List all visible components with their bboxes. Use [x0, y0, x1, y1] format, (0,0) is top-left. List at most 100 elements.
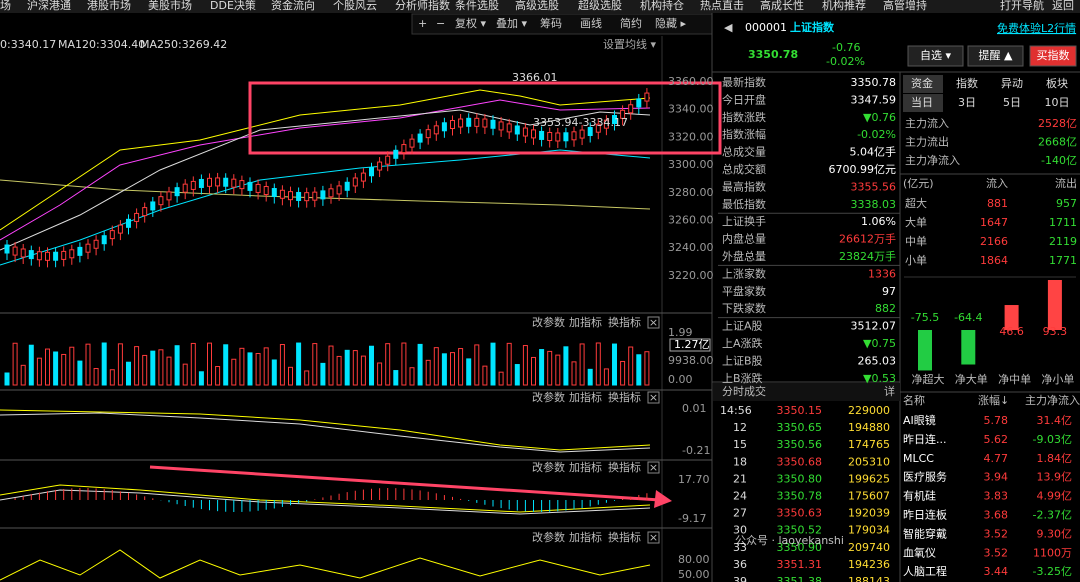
menu-item[interactable]: 个股风云	[333, 0, 377, 12]
menu-item[interactable]: 高成长性	[760, 0, 804, 12]
period-tab[interactable]: 5日	[1003, 96, 1021, 109]
menu-item[interactable]: 场	[0, 0, 11, 12]
menu-item[interactable]: DDE决策	[210, 0, 256, 12]
button-label[interactable]: 提醒 ▲	[979, 49, 1013, 62]
panel-tool[interactable]: ×	[649, 391, 658, 404]
trade-time: 33	[733, 541, 747, 554]
close-box[interactable]	[647, 316, 660, 329]
sector-name[interactable]: AI眼镜	[903, 413, 936, 427]
menu-item[interactable]: 机构推荐	[822, 0, 866, 12]
toolbar-button[interactable]: −	[436, 17, 445, 30]
menu-item[interactable]: 返回	[1052, 0, 1074, 12]
candle	[117, 224, 123, 234]
volume-bar	[12, 342, 18, 386]
menu-item[interactable]: 分析师指数	[395, 0, 450, 12]
trades-detail[interactable]: 详	[884, 384, 895, 398]
candle	[288, 191, 293, 201]
tab[interactable]: 板块	[1046, 76, 1068, 90]
trade-price: 3350.15	[777, 404, 823, 417]
panel-tool[interactable]: 改参数	[532, 315, 565, 329]
l2-link[interactable]: 免费体验L2行情	[997, 21, 1076, 35]
panel-tool[interactable]: 改参数	[532, 390, 565, 404]
panel-tool[interactable]: 换指标	[608, 530, 641, 544]
tab[interactable]: 资金	[911, 76, 933, 90]
fund-value: -140亿	[1041, 154, 1077, 167]
sector-name[interactable]: 智能穿戴	[903, 526, 947, 540]
trade-time: 27	[733, 507, 747, 520]
menu-item[interactable]: 港股市场	[87, 0, 131, 12]
panel-tool[interactable]: 改参数	[532, 530, 565, 544]
toolbar-button[interactable]: 复权 ▾	[455, 16, 486, 30]
toolbar-button[interactable]: 叠加 ▾	[496, 17, 527, 30]
close-box[interactable]	[647, 531, 660, 544]
sector-name[interactable]: MLCC	[903, 452, 934, 465]
volume-bar	[377, 362, 383, 386]
close-box[interactable]	[647, 391, 660, 404]
price: 3350.78	[748, 48, 798, 61]
trade-time: 12	[733, 421, 747, 434]
trade-time: 39	[733, 575, 747, 582]
sector-name[interactable]: 昨日连...	[903, 433, 947, 446]
toolbar-button[interactable]: 简约	[620, 16, 642, 30]
menu-item[interactable]: 条件选股	[455, 0, 499, 12]
panel-tool[interactable]: 加指标	[569, 315, 602, 329]
button-label[interactable]: 自选 ▾	[920, 49, 951, 62]
candle	[158, 196, 164, 206]
panel-tool[interactable]: 换指标	[608, 460, 641, 474]
volume-bar	[36, 357, 42, 386]
candle	[45, 251, 50, 261]
panel-tool[interactable]: ×	[649, 531, 658, 544]
menu-item[interactable]: 超级选股	[578, 0, 622, 12]
volume-bar	[198, 371, 204, 386]
button[interactable]	[907, 45, 964, 67]
trade-price: 3350.65	[777, 421, 823, 434]
sector-name[interactable]: 人脑工程	[903, 565, 947, 578]
tab[interactable]: 异动	[1001, 77, 1023, 90]
tab[interactable]: 指数	[956, 76, 978, 90]
menu-item[interactable]: 资金流向	[271, 0, 315, 12]
sector-flow: 1100万	[1033, 546, 1072, 559]
stat-label: 上证B股	[722, 354, 763, 367]
button[interactable]	[967, 45, 1024, 67]
period-tab[interactable]: 10日	[1045, 96, 1070, 109]
toolbar-button[interactable]: 隐藏 ▸	[655, 17, 686, 30]
panel-tool[interactable]: ×	[649, 461, 658, 474]
period-tab[interactable]: 当日	[911, 95, 933, 109]
sector-name[interactable]: 血氧仪	[903, 545, 936, 559]
sector-name[interactable]: 医疗服务	[903, 470, 947, 484]
volume-bar	[142, 354, 148, 386]
menu-item[interactable]: 沪深港通	[27, 0, 71, 12]
table-header: 流出	[1055, 176, 1077, 190]
toolbar-button[interactable]: +	[418, 17, 427, 30]
fund-label: 主力流出	[905, 135, 949, 149]
candle	[207, 177, 212, 187]
panel-tool[interactable]: 换指标	[608, 390, 641, 404]
button[interactable]	[1029, 45, 1077, 67]
fund-value: 2668亿	[1038, 136, 1077, 149]
sector-name[interactable]: 有机硅	[903, 489, 936, 503]
candle	[506, 123, 512, 133]
menu-item[interactable]: 美股市场	[148, 0, 192, 12]
menu-item[interactable]: 打开导航	[1000, 0, 1044, 12]
close-box[interactable]	[647, 461, 660, 474]
menu-item[interactable]: 热点直击	[700, 0, 744, 12]
table-header: 主力净流入	[1025, 393, 1080, 407]
panel-tool[interactable]: 加指标	[569, 390, 602, 404]
panel-tool[interactable]: ×	[649, 316, 658, 329]
panel-tool[interactable]: 改参数	[532, 460, 565, 474]
net-flow-label: 净大单	[955, 372, 988, 386]
period-tab[interactable]: 3日	[958, 96, 976, 109]
toolbar-button[interactable]: 画线	[580, 16, 602, 30]
menu-item[interactable]: 机构持仓	[640, 0, 684, 12]
panel-tool[interactable]: 加指标	[569, 460, 602, 474]
toolbar-button[interactable]: 筹码	[540, 16, 562, 30]
button-label[interactable]: 买指数	[1037, 48, 1070, 62]
flow-in: 1864	[980, 254, 1008, 267]
sector-name[interactable]: 昨日连板	[903, 508, 947, 522]
panel-tool[interactable]: 换指标	[608, 315, 641, 329]
panel-tool[interactable]: 加指标	[569, 530, 602, 544]
ma-settings[interactable]: 设置均线 ▾	[603, 37, 656, 51]
menu-item[interactable]: 高管增持	[883, 0, 927, 12]
menu-item[interactable]: 高级选股	[515, 0, 559, 12]
fund-label: 主力净流入	[905, 153, 960, 167]
